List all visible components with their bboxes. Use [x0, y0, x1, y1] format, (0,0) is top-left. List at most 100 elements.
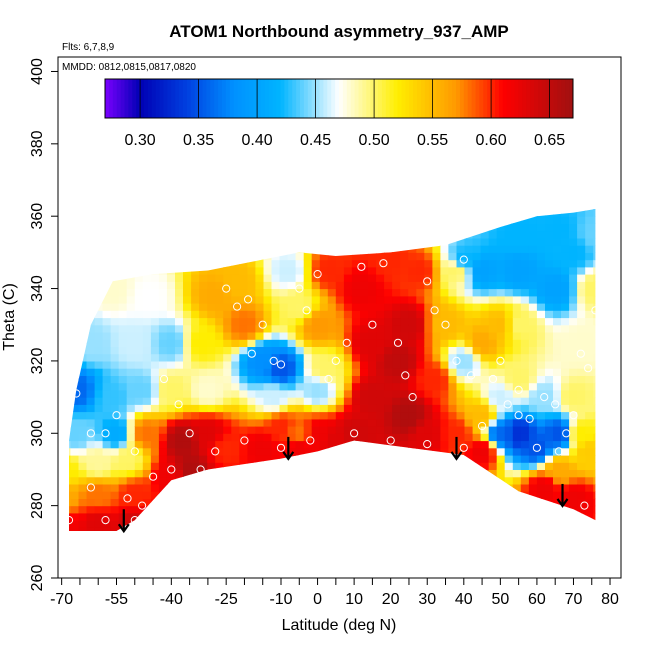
heatmap-cell — [223, 339, 232, 347]
heatmap-cell — [255, 288, 264, 297]
heatmap-cell — [69, 433, 71, 442]
heatmap-cell — [577, 447, 586, 456]
heatmap-cell — [191, 259, 200, 268]
heatmap-cell — [351, 281, 361, 290]
heatmap-cell — [166, 440, 176, 449]
heatmap-cell — [472, 295, 482, 304]
colorbar-tick-label: 0.45 — [300, 132, 331, 149]
heatmap-cell — [569, 303, 578, 311]
heatmap-cell — [609, 470, 618, 478]
y-tick-label: 260 — [29, 565, 46, 592]
colorbar-swatch — [569, 79, 574, 118]
heatmap-cell — [609, 223, 618, 231]
heatmap-cell — [440, 469, 449, 478]
heatmap-cell — [416, 404, 425, 413]
heatmap-cell — [175, 368, 184, 376]
heatmap-cell — [448, 303, 457, 311]
heatmap-cell — [440, 295, 449, 304]
heatmap-cell — [536, 223, 546, 232]
heatmap-cell — [158, 223, 168, 232]
heatmap-cell — [480, 303, 490, 311]
heatmap-cell — [504, 498, 514, 507]
heatmap-cell — [263, 353, 273, 362]
heatmap-cell — [118, 209, 128, 210]
heatmap-cell — [536, 498, 546, 507]
heatmap-cell — [70, 491, 79, 499]
heatmap-cell — [408, 535, 417, 543]
heatmap-cell — [223, 259, 232, 268]
heatmap-cell — [480, 295, 490, 304]
heatmap-cell — [416, 259, 425, 268]
heatmap-cell — [528, 252, 538, 261]
heatmap-cell — [69, 382, 71, 391]
heatmap-cell — [520, 462, 530, 470]
heatmap-cell — [392, 447, 401, 456]
heatmap-cell — [448, 324, 457, 333]
heatmap-cell — [86, 491, 96, 499]
heatmap-cell — [110, 375, 120, 384]
colorbar-swatch — [155, 79, 161, 118]
heatmap-cell — [199, 303, 208, 311]
heatmap-cell — [577, 404, 586, 413]
x-tick-label: -70 — [50, 591, 73, 608]
sample-point — [393, 338, 403, 347]
heatmap-cell — [569, 266, 578, 275]
y-tick-label: 360 — [29, 203, 46, 230]
heatmap-cell — [287, 411, 297, 420]
heatmap-cell — [335, 230, 345, 239]
heatmap-cell — [464, 209, 474, 210]
heatmap-cell — [54, 223, 63, 231]
heatmap-cell — [191, 324, 200, 333]
heatmap-cell — [279, 259, 289, 268]
heatmap-cell — [545, 382, 554, 391]
heatmap-cell — [118, 216, 128, 224]
heatmap-cell — [448, 245, 457, 253]
heatmap-cell — [295, 455, 305, 463]
heatmap-cell — [408, 505, 417, 514]
heatmap-cell — [304, 195, 313, 203]
heatmap-cell — [520, 274, 530, 282]
colorbar-swatch — [229, 79, 235, 118]
heatmap-cell — [263, 346, 273, 355]
heatmap-cell — [488, 281, 498, 290]
heatmap-cell — [601, 419, 610, 427]
heatmap-cell — [601, 448, 610, 456]
heatmap-cell — [263, 360, 273, 369]
heatmap-cell — [408, 426, 417, 434]
heatmap-cell — [392, 245, 401, 253]
heatmap-cell — [327, 397, 337, 405]
colorbar-swatch — [378, 79, 383, 118]
heatmap-cell — [520, 360, 530, 369]
heatmap-cell — [215, 245, 224, 253]
colorbar-swatch — [186, 79, 192, 118]
heatmap-cell — [142, 295, 152, 304]
heatmap-cell — [496, 389, 506, 398]
heatmap-cell — [255, 455, 264, 463]
heatmap-cell — [408, 404, 417, 413]
heatmap-cell — [480, 209, 490, 210]
heatmap-cell — [239, 469, 248, 478]
heatmap-cell — [569, 483, 578, 492]
heatmap-cell — [279, 375, 289, 384]
heatmap-cell — [343, 455, 353, 463]
heatmap-cell — [271, 375, 281, 384]
heatmap-cell — [239, 209, 248, 217]
heatmap-cell — [118, 411, 128, 420]
heatmap-cell — [135, 195, 144, 203]
heatmap-cell — [585, 512, 594, 521]
heatmap-cell — [175, 252, 184, 261]
heatmap-cell — [287, 498, 297, 507]
heatmap-cell — [103, 535, 112, 543]
heatmap-cell — [142, 209, 152, 217]
heatmap-cell — [183, 483, 192, 492]
heatmap-cell — [480, 491, 490, 499]
heatmap-cell — [488, 346, 498, 355]
heatmap-cell — [166, 274, 176, 282]
heatmap-cell — [70, 310, 79, 319]
heatmap-cell — [448, 483, 457, 492]
heatmap-cell — [456, 397, 466, 405]
heatmap-cell — [311, 360, 321, 369]
heatmap-cell — [94, 527, 104, 531]
heatmap-cell — [94, 505, 104, 514]
heatmap-cell — [496, 520, 506, 528]
